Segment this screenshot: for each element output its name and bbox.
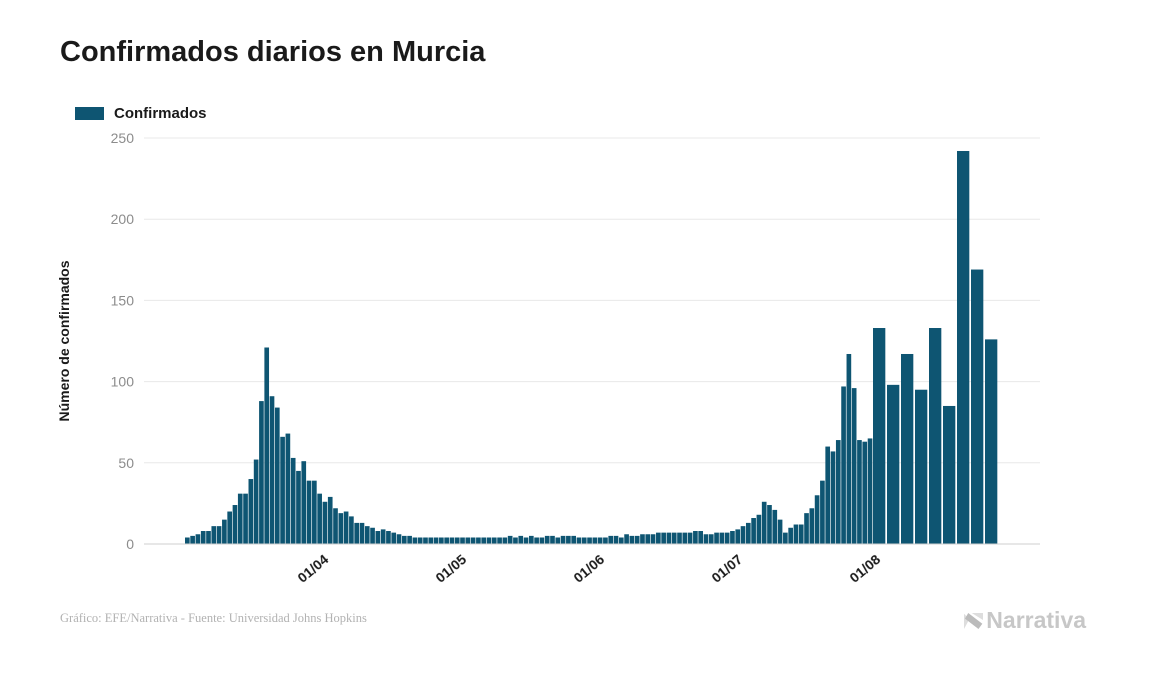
svg-text:50: 50 (118, 455, 134, 471)
svg-text:200: 200 (111, 211, 135, 227)
svg-text:250: 250 (111, 130, 135, 146)
svg-text:150: 150 (111, 292, 135, 308)
svg-text:0: 0 (126, 536, 134, 552)
svg-text:100: 100 (111, 374, 135, 390)
svg-text:Número de confirmados: Número de confirmados (56, 260, 72, 421)
